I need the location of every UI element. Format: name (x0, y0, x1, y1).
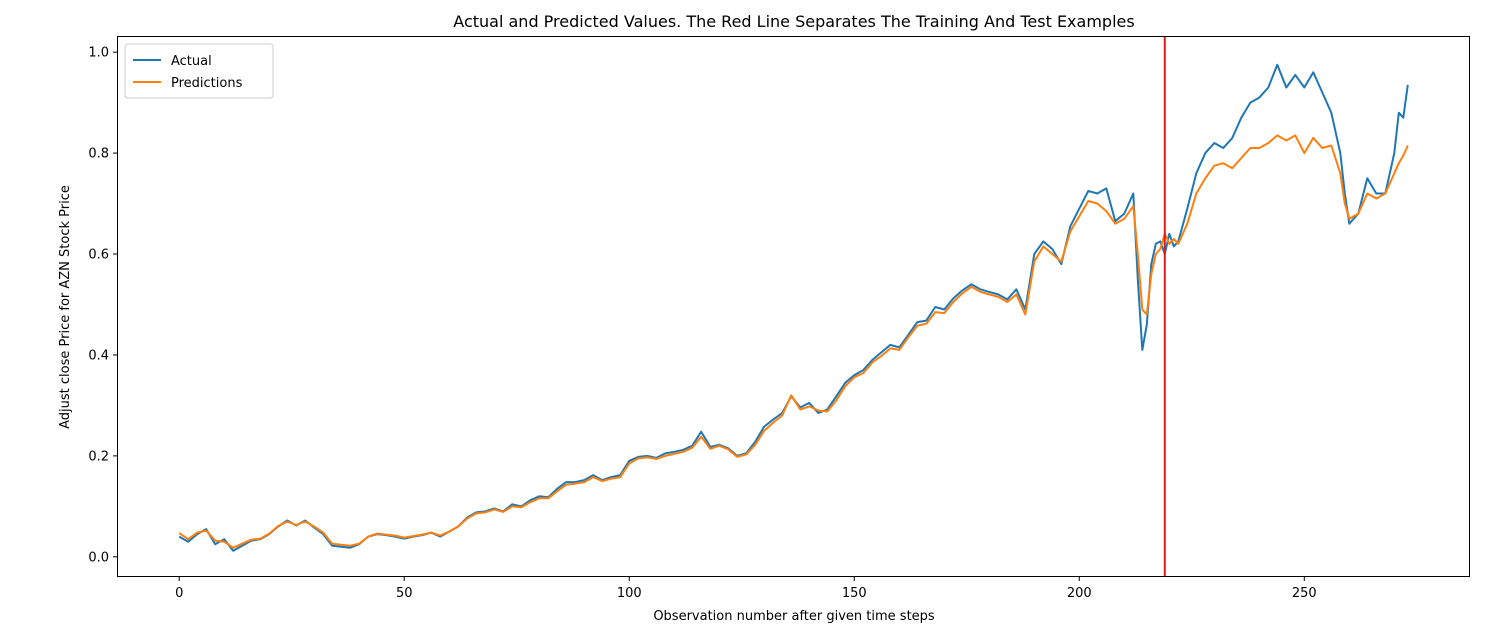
legend-label-actual: Actual (171, 54, 212, 69)
plot-content (178, 37, 1409, 576)
x-tick-label: 200 (1067, 586, 1092, 601)
series-line-predictions (178, 134, 1409, 549)
y-axis-label: Adjust close Price for AZN Stock Price (58, 185, 73, 429)
plot-frame (117, 36, 1470, 577)
x-tick-label: 150 (842, 586, 867, 601)
chart-legend: Actual Predictions (124, 43, 274, 99)
y-tick-label: 1.0 (88, 46, 109, 61)
x-axis-label: Observation number after given time step… (653, 609, 935, 624)
legend-label-predictions: Predictions (171, 76, 243, 91)
y-tick-label: 0.8 (88, 147, 109, 162)
y-tick-label: 0.6 (88, 248, 109, 263)
legend-box (124, 43, 274, 99)
x-axis: 0 50 100 150 200 250 (175, 576, 1317, 601)
x-tick-label: 250 (1292, 586, 1317, 601)
y-tick-label: 0.2 (88, 449, 109, 464)
y-tick-label: 0.0 (88, 550, 109, 565)
x-tick-label: 100 (617, 586, 642, 601)
y-axis: 0.0 0.2 0.4 0.6 0.8 1.0 (88, 46, 118, 565)
x-tick-label: 50 (396, 586, 413, 601)
y-tick-label: 0.4 (88, 348, 109, 363)
x-tick-label: 0 (175, 586, 183, 601)
series-line-actual (178, 63, 1409, 552)
chart-title: Actual and Predicted Values. The Red Lin… (453, 12, 1134, 31)
